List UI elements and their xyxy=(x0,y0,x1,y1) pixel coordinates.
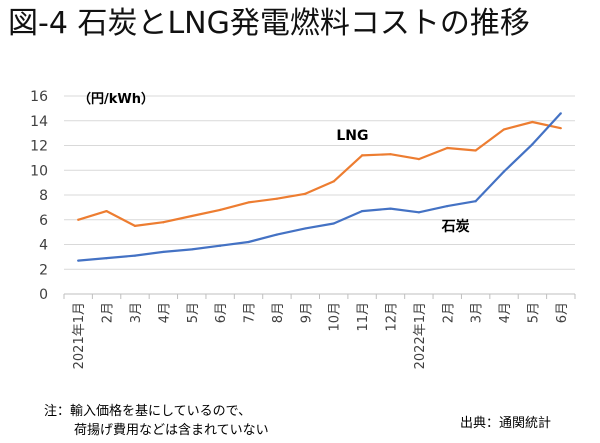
x-tick-label: 9月 xyxy=(299,302,314,323)
data-point xyxy=(360,209,364,213)
x-tick-label: 8月 xyxy=(271,302,286,323)
data-point xyxy=(531,143,534,146)
data-point xyxy=(559,112,562,115)
series-label: LNG xyxy=(336,128,368,144)
data-point xyxy=(105,257,108,260)
data-point xyxy=(417,211,420,214)
y-tick-label: 4 xyxy=(39,238,48,254)
data-point xyxy=(502,170,506,173)
data-point xyxy=(275,197,279,200)
x-tick-label: 2月 xyxy=(101,302,116,323)
y-tick-label: 8 xyxy=(39,188,48,204)
data-point xyxy=(474,200,477,203)
data-point xyxy=(219,208,222,211)
data-point xyxy=(247,201,250,204)
x-tick-label: 5月 xyxy=(186,302,201,323)
y-tick-label: 0 xyxy=(39,287,48,303)
data-point xyxy=(190,248,193,251)
data-point xyxy=(446,146,449,150)
data-point xyxy=(360,154,364,157)
x-tick-label: 2022年1月 xyxy=(413,302,428,369)
x-tick-label: 11月 xyxy=(356,302,371,332)
y-tick-label: 10 xyxy=(30,163,48,179)
data-point xyxy=(531,120,534,124)
data-point xyxy=(389,153,392,156)
y-tick-label: 16 xyxy=(30,89,48,105)
x-tick-label: 4月 xyxy=(157,302,172,323)
y-tick-label: 14 xyxy=(30,114,48,130)
x-tick-label: 3月 xyxy=(129,302,144,323)
x-tick-label: 3月 xyxy=(470,302,485,323)
y-tick-label: 2 xyxy=(39,262,48,278)
x-tick-label: 12月 xyxy=(384,302,399,332)
series-label: 石炭 xyxy=(441,218,470,235)
x-tick-label: 2月 xyxy=(441,302,456,323)
x-axis-ticks: 2021年1月 2月 3月 4月 5月 6月 7月 8月 9月 10月 11月 12月 2022年1月 2… xyxy=(72,302,570,369)
x-tick-label: 6月 xyxy=(214,302,229,323)
series-line-1 xyxy=(78,112,562,262)
x-tick-label: 7月 xyxy=(243,302,258,323)
series-lines xyxy=(77,112,562,262)
grid-lines xyxy=(63,95,576,299)
data-point xyxy=(133,254,137,257)
data-point xyxy=(389,207,392,210)
source-note: 出典：通関統計 xyxy=(460,416,552,431)
data-point xyxy=(162,221,165,224)
data-point xyxy=(77,218,80,221)
data-point xyxy=(247,240,250,244)
series-line-0 xyxy=(77,120,562,227)
data-point xyxy=(77,259,80,262)
data-point xyxy=(332,222,335,225)
x-tick-label: 2021年1月 xyxy=(72,302,87,369)
y-tick-label: 12 xyxy=(30,139,48,155)
footnote: 注：輸入価格を基にしているので、 荷揚げ費用などは含まれていない xyxy=(44,402,269,440)
data-point xyxy=(190,214,193,218)
data-point xyxy=(162,250,165,254)
footnote-line-2: 荷揚げ費用などは含まれていない xyxy=(74,423,269,438)
data-point xyxy=(304,227,307,230)
data-point xyxy=(417,158,420,161)
data-point xyxy=(133,224,137,228)
data-point xyxy=(559,127,562,130)
data-point xyxy=(332,180,335,183)
data-point xyxy=(275,233,279,236)
data-point xyxy=(304,192,307,195)
y-tick-label: 6 xyxy=(39,213,48,229)
data-point xyxy=(502,128,506,131)
data-point xyxy=(105,209,108,213)
x-tick-label: 6月 xyxy=(555,302,570,323)
x-tick-label: 4月 xyxy=(498,302,513,323)
unit-label: （円/kWh） xyxy=(78,91,154,107)
data-point xyxy=(474,149,477,152)
data-point xyxy=(219,244,222,247)
x-tick-label: 10月 xyxy=(328,302,343,332)
series-labels: LNG 石炭 xyxy=(336,128,469,235)
x-tick-label: 5月 xyxy=(526,302,541,323)
page-title: 図-4 石炭とLNG発電燃料コストの推移 xyxy=(8,6,530,41)
footnote-line-1: 注：輸入価格を基にしているので、 xyxy=(44,404,252,419)
y-axis-ticks: 0 2 4 6 8 10 12 14 16 xyxy=(30,89,48,303)
data-point xyxy=(446,205,449,208)
